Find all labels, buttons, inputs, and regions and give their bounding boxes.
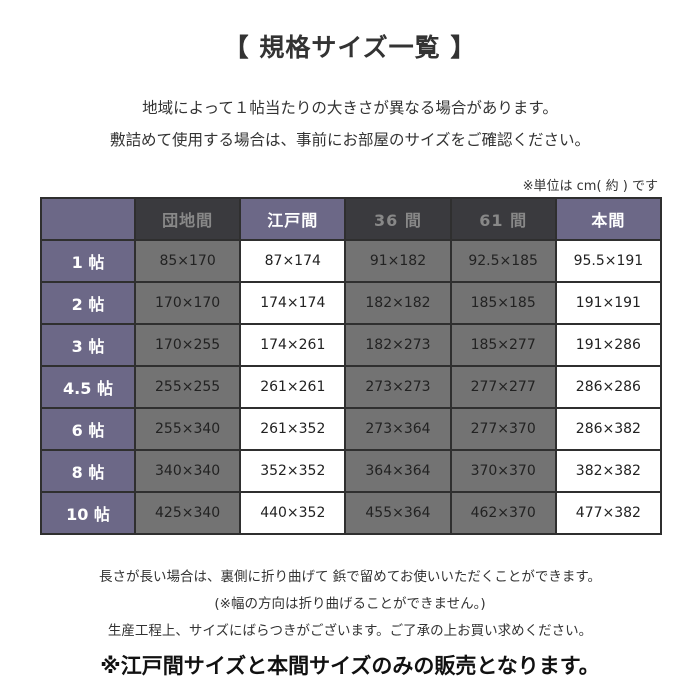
footer-note-1: 長さが長い場合は、裏側に折り曲げて 鋲で留めてお使いいただくことができます。 (98, 569, 602, 585)
row-label: 10 帖 (40, 491, 136, 535)
footer-note-2: (※幅の方向は折り曲げることができません。) (214, 596, 486, 612)
row-label: 3 帖 (40, 323, 136, 367)
row-label: 2 帖 (40, 281, 136, 325)
table-cell: 455×364 (344, 491, 452, 535)
table-header-row: 団地間 江戸間 36 間 61 間 本間 (40, 197, 663, 241)
table-cell: 477×382 (554, 491, 663, 535)
row-label: 4.5 帖 (40, 365, 136, 409)
table-cell: 382×382 (554, 449, 663, 493)
header-61ma: 61 間 (449, 197, 557, 241)
table-cell: 191×191 (554, 281, 663, 325)
table-cell: 364×364 (344, 449, 452, 493)
table-cell: 191×286 (554, 323, 663, 367)
table-row: 8 帖 340×340 352×352 364×364 370×370 382×… (40, 449, 663, 493)
table-row: 3 帖 170×255 174×261 182×273 185×277 191×… (40, 323, 663, 367)
table-cell: 273×364 (344, 407, 452, 451)
table-cell: 370×370 (449, 449, 557, 493)
table-cell: 92.5×185 (449, 239, 557, 283)
table-row: 1 帖 85×170 87×174 91×182 92.5×185 95.5×1… (40, 239, 663, 283)
table-row: 4.5 帖 255×255 261×261 273×273 277×277 28… (40, 365, 663, 409)
table-cell: 352×352 (239, 449, 347, 493)
table-cell: 91×182 (344, 239, 452, 283)
header-danchima: 団地間 (133, 197, 242, 241)
table-row: 6 帖 255×340 261×352 273×364 277×370 286×… (40, 407, 663, 451)
table-cell: 261×261 (239, 365, 347, 409)
table-cell: 87×174 (239, 239, 347, 283)
table-cell: 170×170 (133, 281, 242, 325)
table-cell: 273×273 (344, 365, 452, 409)
table-cell: 340×340 (133, 449, 242, 493)
header-36ma: 36 間 (344, 197, 452, 241)
table-row: 10 帖 425×340 440×352 455×364 462×370 477… (40, 491, 663, 535)
table-cell: 185×185 (449, 281, 557, 325)
table-cell: 277×277 (449, 365, 557, 409)
header-honma: 本間 (554, 197, 663, 241)
table-cell: 95.5×191 (554, 239, 663, 283)
row-label: 6 帖 (40, 407, 136, 451)
table-cell: 440×352 (239, 491, 347, 535)
table-cell: 182×273 (344, 323, 452, 367)
table-cell: 182×182 (344, 281, 452, 325)
row-label: 8 帖 (40, 449, 136, 493)
header-edoma: 江戸間 (239, 197, 347, 241)
table-cell: 425×340 (133, 491, 242, 535)
table-cell: 255×340 (133, 407, 242, 451)
intro-line-1: 地域によって１帖当たりの大きさが異なる場合があります。 (142, 99, 558, 117)
table-cell: 185×277 (449, 323, 557, 367)
table-cell: 286×286 (554, 365, 663, 409)
unit-note: ※単位は cm( 約 ) です (522, 179, 658, 194)
table-corner (40, 197, 136, 241)
table-cell: 277×370 (449, 407, 557, 451)
table-row: 2 帖 170×170 174×174 182×182 185×185 191×… (40, 281, 663, 325)
table-cell: 286×382 (554, 407, 663, 451)
table-cell: 462×370 (449, 491, 557, 535)
table-cell: 170×255 (133, 323, 242, 367)
page-title: 【 規格サイズ一覧 】 (223, 33, 477, 62)
size-table: 団地間 江戸間 36 間 61 間 本間 1 帖 85×170 87×174 9… (40, 197, 663, 535)
table-cell: 261×352 (239, 407, 347, 451)
sales-notice: ※江戸間サイズと本間サイズのみの販売となります。 (100, 654, 600, 678)
table-cell: 255×255 (133, 365, 242, 409)
row-label: 1 帖 (40, 239, 136, 283)
table-cell: 174×174 (239, 281, 347, 325)
intro-line-2: 敷詰めて使用する場合は、事前にお部屋のサイズをご確認ください。 (109, 131, 591, 149)
table-cell: 174×261 (239, 323, 347, 367)
footer-note-3: 生産工程上、サイズにばらつきがございます。ご了承の上お買い求めください。 (107, 623, 593, 639)
table-cell: 85×170 (133, 239, 242, 283)
